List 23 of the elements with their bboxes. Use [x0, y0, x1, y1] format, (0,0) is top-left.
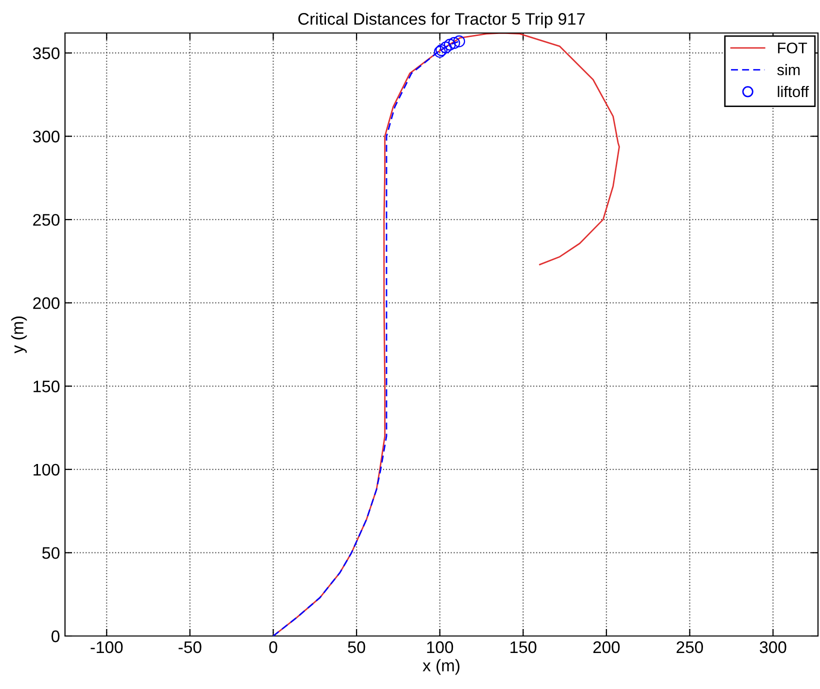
x-tick-label: 150	[510, 641, 536, 654]
legend-label: sim	[777, 64, 800, 76]
x-tick-label: -100	[90, 641, 123, 654]
y-tick-label: 0	[52, 630, 60, 642]
y-tick-label: 150	[34, 380, 60, 392]
x-tick-label: 50	[348, 641, 366, 654]
x-tick-label: 200	[593, 641, 620, 654]
y-tick-label: 50	[42, 547, 60, 559]
legend-label: liftoff	[778, 86, 809, 98]
y-tick-label: 250	[33, 214, 60, 226]
y-tick-label: 100	[34, 464, 60, 476]
legend-label: FOT	[778, 42, 808, 54]
x-tick-label: 250	[676, 641, 703, 654]
x-tick-label: 300	[760, 641, 786, 654]
y-tick-label: 300	[32, 130, 60, 142]
y-tick-label: 200	[33, 297, 60, 310]
x-axis-title: x (m)	[422, 659, 460, 675]
x-tick-label: 100	[427, 641, 454, 654]
x-tick-label: 0	[269, 641, 278, 654]
y-tick-label: 350	[32, 47, 60, 60]
y-axis-title: y (m)	[11, 316, 27, 354]
chart-title: Critical Distances for Tractor 5 Trip 917	[298, 12, 585, 28]
x-tick-label: -50	[178, 641, 202, 654]
